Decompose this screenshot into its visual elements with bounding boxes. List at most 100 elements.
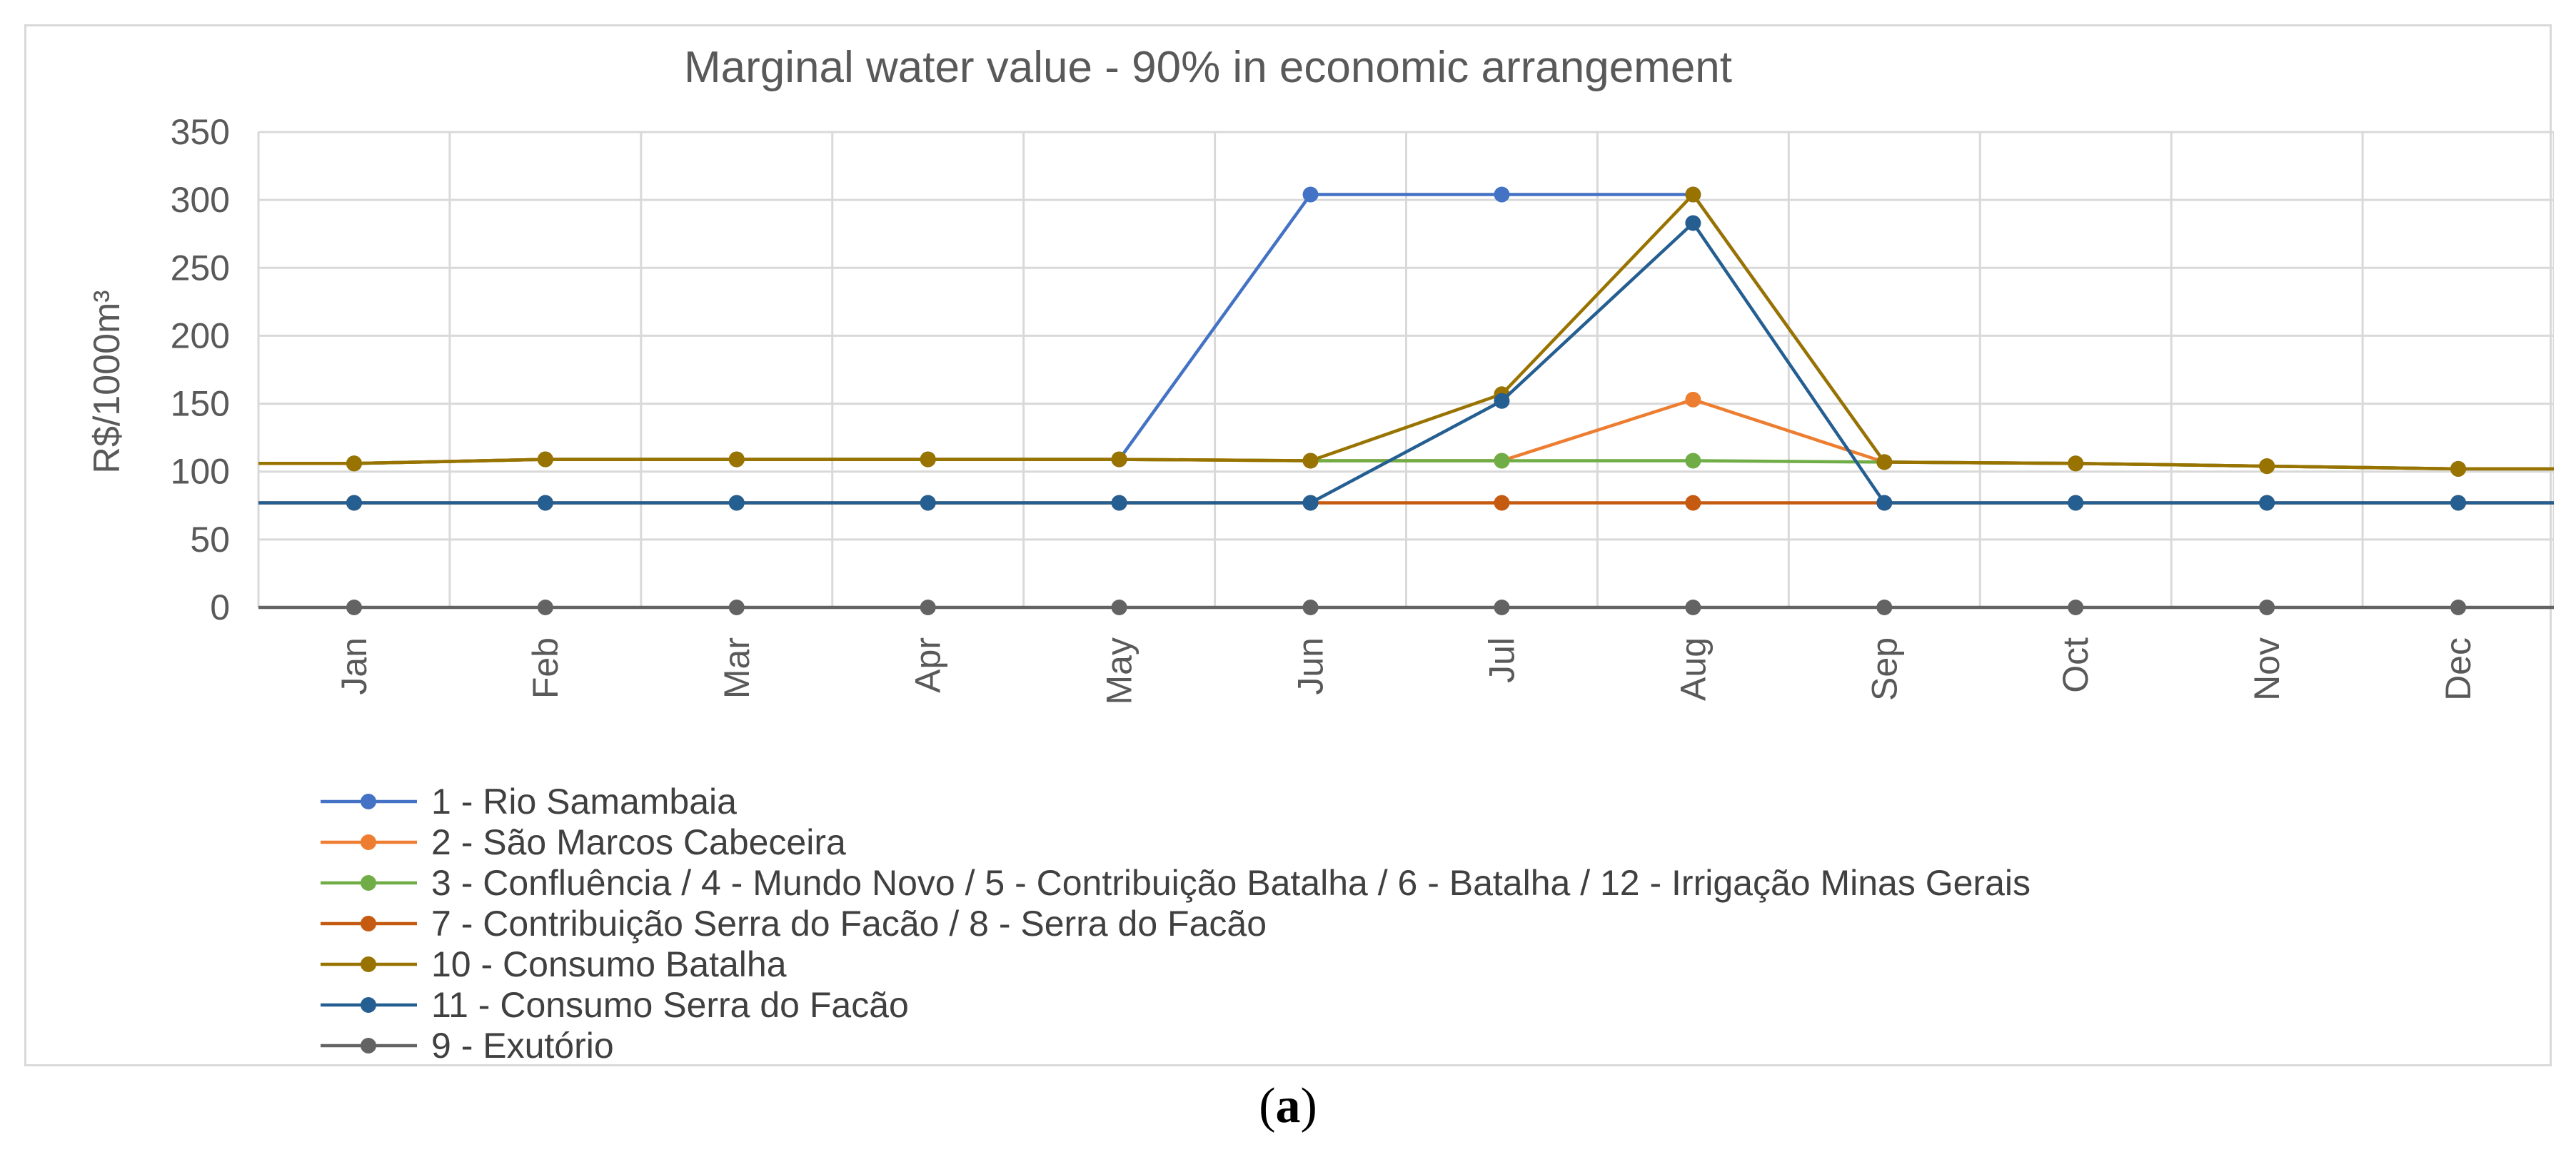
legend-entry: 1 - Rio Samambaia: [321, 782, 737, 822]
data-point: [1876, 454, 1893, 470]
chart-title: Marginal water value - 90% in economic a…: [684, 43, 1732, 92]
legend-marker: [361, 956, 376, 972]
data-point: [728, 495, 745, 511]
data-point: [1111, 495, 1127, 511]
series-group: [258, 186, 2554, 477]
x-tick-label: Oct: [2056, 637, 2095, 693]
data-point: [1494, 495, 1510, 511]
legend-entry: 2 - São Marcos Cabeceira: [321, 822, 846, 862]
data-point: [920, 451, 936, 468]
data-point: [2259, 458, 2275, 475]
line-chart: Marginal water value - 90% in economic a…: [86, 43, 2554, 1066]
y-tick-label: 150: [171, 384, 230, 424]
data-point: [2450, 600, 2467, 615]
data-point: [1685, 495, 1701, 511]
legend-marker: [361, 834, 376, 850]
data-point: [920, 600, 936, 615]
x-tick-label: Jul: [1481, 637, 1521, 683]
axes: 0 50 100 150 200 250 300 350 Jan Feb Mar Apr May Jun J…: [171, 112, 2554, 704]
data-point: [1302, 453, 1319, 469]
data-point: [1111, 451, 1127, 468]
legend-marker: [361, 794, 376, 809]
data-point: [2068, 495, 2084, 511]
legend-marker: [361, 997, 376, 1013]
data-point: [346, 600, 362, 615]
data-point: [1494, 393, 1510, 409]
caption-letter: a: [1275, 1078, 1301, 1133]
x-tick-label: May: [1100, 637, 1139, 704]
series-line: [258, 193, 2554, 471]
data-point: [1494, 186, 1510, 203]
x-tick-label: Nov: [2247, 637, 2287, 701]
x-tick-label: Aug: [1673, 637, 1713, 701]
data-point: [728, 451, 745, 468]
data-point: [1494, 453, 1510, 469]
y-tick-label: 0: [210, 587, 230, 627]
data-point: [1876, 495, 1893, 511]
data-point: [2068, 455, 2084, 472]
x-tick-label: Dec: [2438, 637, 2478, 701]
data-point: [346, 495, 362, 511]
legend-marker: [361, 1038, 376, 1054]
data-point: [537, 600, 553, 615]
data-point: [1876, 600, 1893, 615]
data-point: [2450, 460, 2467, 477]
y-axis-label: R$/1000m³: [86, 290, 128, 473]
data-point: [2068, 600, 2084, 615]
y-tick-label: 100: [171, 452, 230, 492]
data-point: [2450, 495, 2467, 511]
series-group: [258, 215, 2554, 511]
y-tick-label: 300: [171, 180, 230, 220]
data-point: [1685, 215, 1701, 231]
x-tick-label: Jun: [1291, 637, 1331, 695]
data-point: [537, 451, 553, 468]
legend-label: 7 - Contribuição Serra do Facão / 8 - Se…: [431, 904, 1267, 944]
data-point: [1685, 600, 1701, 615]
data-point: [537, 495, 553, 511]
x-tick-label: Sep: [1864, 637, 1904, 701]
legend-marker: [361, 916, 376, 931]
gridlines: [257, 131, 2554, 607]
legend-entry: 9 - Exutório: [321, 1026, 614, 1066]
x-tick-label: Feb: [525, 637, 565, 699]
y-tick-label: 50: [190, 520, 230, 560]
y-tick-label: 250: [171, 248, 230, 288]
legend-entry: 3 - Confluência / 4 - Mundo Novo / 5 - C…: [321, 863, 2031, 903]
x-tick-label: Jan: [334, 637, 374, 695]
data-point: [1685, 186, 1701, 203]
legend-marker: [361, 875, 376, 891]
data-point: [1111, 600, 1127, 615]
figure-caption: (a): [0, 1078, 2576, 1135]
chart-frame: Marginal water value - 90% in economic a…: [24, 24, 2554, 1066]
caption-open: (: [1259, 1078, 1276, 1133]
data-point: [2259, 600, 2275, 615]
legend-entry: 10 - Consumo Batalha: [321, 944, 787, 984]
series-line: [258, 221, 2554, 505]
data-point: [728, 600, 745, 615]
data-point: [1494, 600, 1510, 615]
legend-entry: 11 - Consumo Serra do Facão: [321, 985, 909, 1025]
legend-label: 11 - Consumo Serra do Facão: [431, 985, 909, 1025]
y-tick-label: 350: [171, 112, 230, 152]
legend-label: 9 - Exutório: [431, 1026, 614, 1066]
legend-label: 3 - Confluência / 4 - Mundo Novo / 5 - C…: [431, 863, 2031, 903]
data-point: [1685, 391, 1701, 408]
data-point: [1302, 186, 1319, 203]
legend-label: 1 - Rio Samambaia: [431, 782, 737, 822]
data-point: [346, 455, 362, 472]
caption-close: ): [1300, 1078, 1317, 1133]
x-tick-label: Apr: [908, 637, 948, 693]
legend-label: 10 - Consumo Batalha: [431, 944, 787, 984]
data-point: [920, 495, 936, 511]
data-point: [2259, 495, 2275, 511]
series-lines: [258, 186, 2554, 615]
x-tick-label: Mar: [717, 637, 757, 699]
data-point: [1302, 600, 1319, 615]
data-point: [1302, 495, 1319, 511]
y-tick-label: 200: [171, 315, 230, 355]
series-group: [258, 600, 2554, 615]
legend-entry: 7 - Contribuição Serra do Facão / 8 - Se…: [321, 904, 1267, 944]
data-point: [1685, 453, 1701, 469]
legend-label: 2 - São Marcos Cabeceira: [431, 822, 846, 862]
